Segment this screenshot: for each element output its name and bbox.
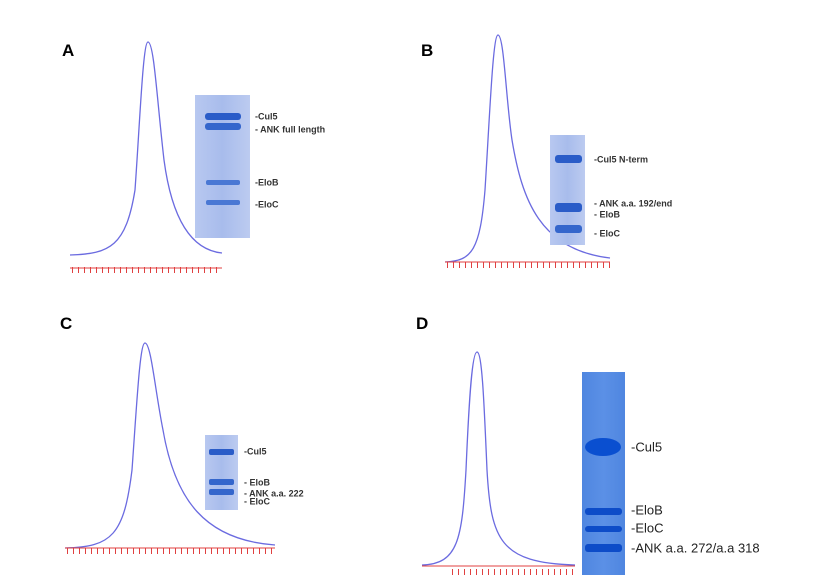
band-label: - EloB — [594, 209, 620, 219]
band-label: -EloB — [255, 177, 279, 187]
band-label: - EloC — [594, 228, 620, 238]
gel-band — [555, 225, 582, 233]
elution-curve — [421, 351, 576, 566]
panel-d: D -Cul5 -EloB -EloC -ANK a.a. 272/a.a 31… — [416, 314, 760, 575]
panel-a: A -Cul5 - ANK full length -EloB -EloC — [62, 41, 325, 273]
band-label: -Cul5 N-term — [594, 154, 648, 164]
gel-band — [206, 180, 240, 185]
gel-band — [209, 449, 234, 455]
band-label: -Cul5 — [631, 439, 662, 454]
band-label: - ANK a.a. 192/end — [594, 198, 672, 208]
band-label: -Cul5 — [255, 111, 278, 121]
gel-band — [555, 203, 582, 212]
gel-band — [585, 508, 622, 515]
band-label: -EloC — [255, 199, 279, 209]
gel-band — [209, 479, 234, 485]
gel-band — [585, 438, 621, 456]
panel-label: A — [62, 41, 74, 60]
elution-curve — [69, 41, 223, 256]
gel-band — [585, 526, 622, 532]
band-label: - EloB — [244, 477, 270, 487]
band-label: -EloC — [631, 520, 664, 535]
panel-label: B — [421, 41, 433, 60]
gel-band — [206, 200, 240, 205]
panel-b: B -Cul5 N-term - ANK a.a. 192/end - EloB… — [421, 34, 672, 268]
gel-band — [209, 489, 234, 495]
gel-band — [555, 155, 582, 163]
panel-label: C — [60, 314, 72, 333]
gel — [582, 372, 625, 575]
band-label: -ANK a.a. 272/a.a 318 — [631, 540, 760, 555]
gel-band — [205, 123, 241, 130]
gel-band — [205, 113, 241, 120]
band-label: -EloB — [631, 502, 663, 517]
gel-band — [585, 544, 622, 552]
band-label: - ANK full length — [255, 124, 325, 134]
panel-c: C -Cul5 - EloB - ANK a.a. 222 - EloC — [60, 314, 304, 554]
elution-curve — [64, 342, 276, 549]
gel — [205, 435, 238, 510]
elution-curve — [444, 34, 611, 263]
band-label: - EloC — [244, 496, 270, 506]
band-label: - ANK a.a. 222 — [244, 488, 304, 498]
panel-label: D — [416, 314, 428, 333]
band-label: -Cul5 — [244, 446, 267, 456]
